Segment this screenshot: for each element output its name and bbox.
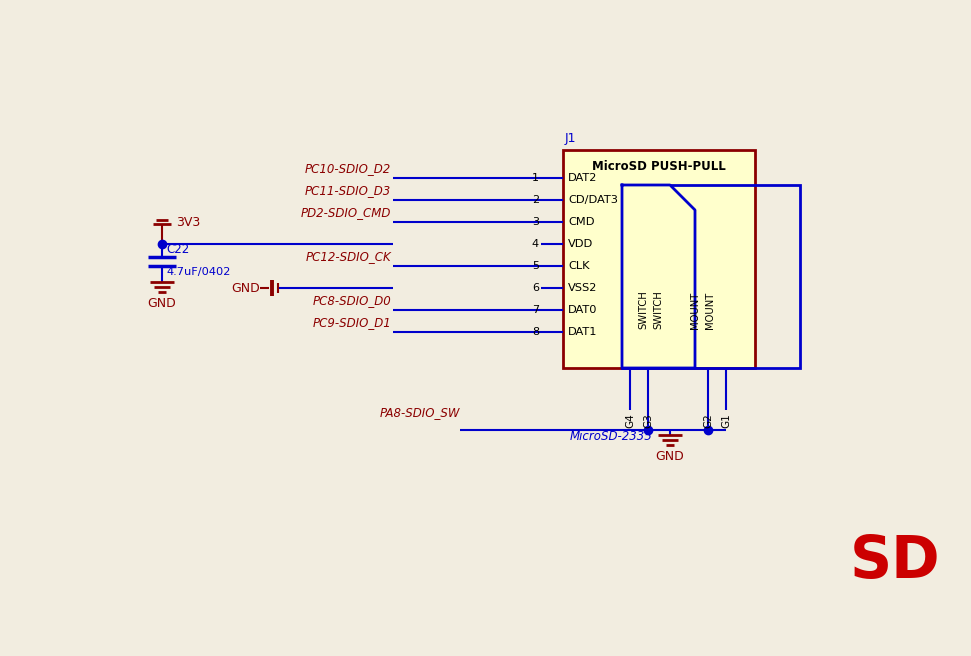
Text: G3: G3 <box>643 413 653 428</box>
Text: J1: J1 <box>565 132 577 145</box>
Text: DAT1: DAT1 <box>568 327 597 337</box>
Text: 5: 5 <box>532 261 539 271</box>
Text: 1: 1 <box>532 173 539 183</box>
Text: MicroSD-2335: MicroSD-2335 <box>570 430 653 443</box>
Text: PC10-SDIO_D2: PC10-SDIO_D2 <box>305 162 391 175</box>
Text: PD2-SDIO_CMD: PD2-SDIO_CMD <box>301 206 391 219</box>
Text: MicroSD PUSH-PULL: MicroSD PUSH-PULL <box>592 159 726 173</box>
Text: G2: G2 <box>703 413 713 428</box>
Text: VDD: VDD <box>568 239 593 249</box>
Text: PC11-SDIO_D3: PC11-SDIO_D3 <box>305 184 391 197</box>
Text: SWITCH: SWITCH <box>638 291 648 329</box>
Text: 7: 7 <box>532 305 539 315</box>
Text: GND: GND <box>148 297 177 310</box>
Text: 3: 3 <box>532 217 539 227</box>
Text: MOUNT: MOUNT <box>705 291 715 329</box>
Text: 3V3: 3V3 <box>176 216 200 228</box>
Text: PC12-SDIO_CK: PC12-SDIO_CK <box>305 250 391 263</box>
Text: SD: SD <box>850 533 940 590</box>
Text: 6: 6 <box>532 283 539 293</box>
Text: 4.7uF/0402: 4.7uF/0402 <box>166 267 230 277</box>
Text: G1: G1 <box>721 413 731 428</box>
Text: GND: GND <box>231 281 260 295</box>
Text: 2: 2 <box>532 195 539 205</box>
Text: SWITCH: SWITCH <box>653 291 663 329</box>
Text: DAT0: DAT0 <box>568 305 597 315</box>
Text: G4: G4 <box>625 413 635 428</box>
Text: CMD: CMD <box>568 217 594 227</box>
Text: 4: 4 <box>532 239 539 249</box>
Bar <box>563 150 755 368</box>
Text: PA8-SDIO_SW: PA8-SDIO_SW <box>380 407 460 419</box>
Text: CD/DAT3: CD/DAT3 <box>568 195 618 205</box>
Text: PC8-SDIO_D0: PC8-SDIO_D0 <box>313 294 391 307</box>
Text: VSS2: VSS2 <box>568 283 597 293</box>
Text: DAT2: DAT2 <box>568 173 597 183</box>
Bar <box>622 185 800 368</box>
Text: GND: GND <box>655 450 685 463</box>
Polygon shape <box>622 185 695 368</box>
Text: C22: C22 <box>166 243 189 256</box>
Text: MOUNT: MOUNT <box>690 291 700 329</box>
Text: PC9-SDIO_D1: PC9-SDIO_D1 <box>313 316 391 329</box>
Text: 8: 8 <box>532 327 539 337</box>
Text: CLK: CLK <box>568 261 589 271</box>
